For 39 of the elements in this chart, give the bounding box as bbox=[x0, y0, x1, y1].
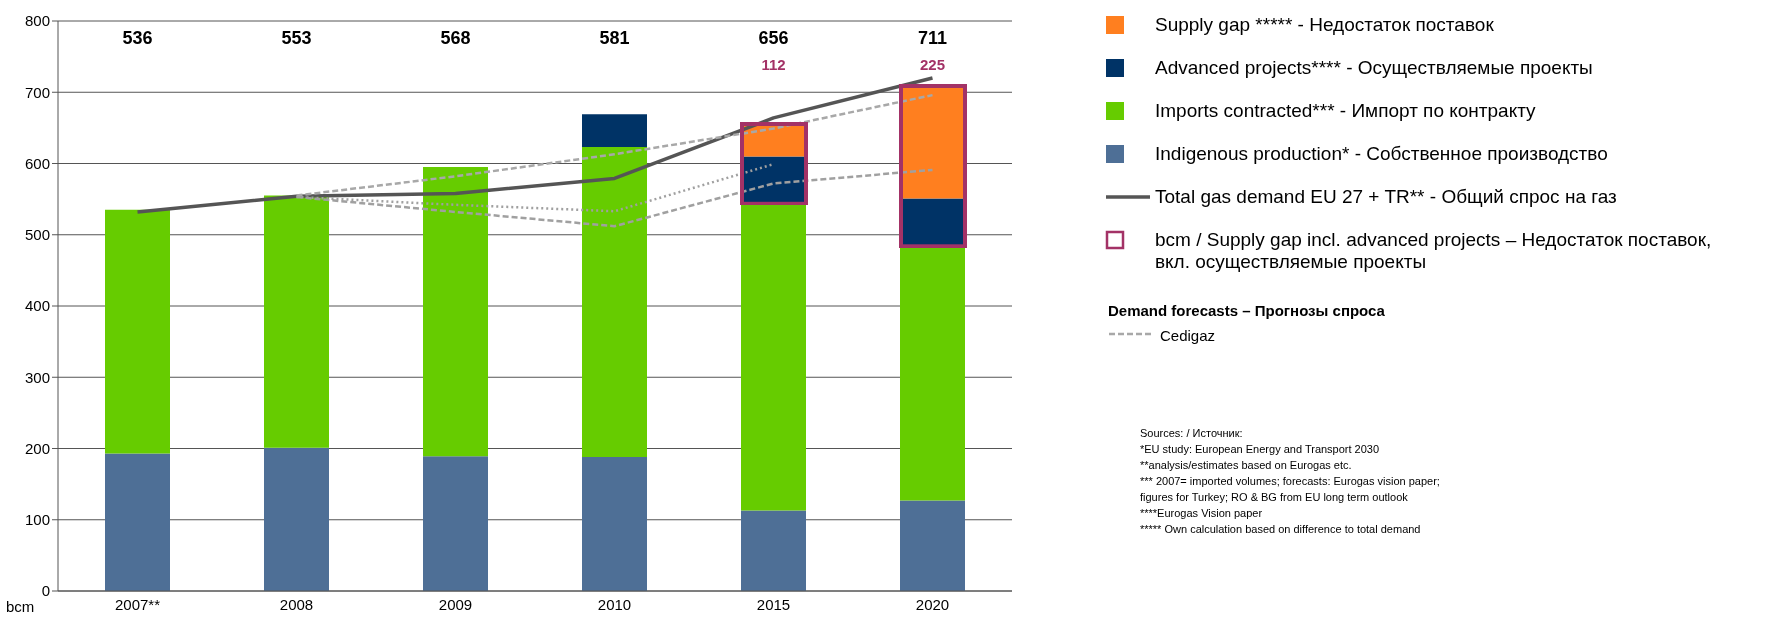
x-tick-label: 2009 bbox=[438, 595, 473, 613]
legend-label: Imports contracted*** - Импорт по контракту bbox=[1155, 100, 1536, 122]
y-tick-label: 500 bbox=[24, 226, 50, 244]
legend-label: Advanced projects**** - Осуществляемые проекты bbox=[1155, 57, 1593, 79]
y-tick-label: 600 bbox=[24, 154, 50, 172]
legend-label: Indigenous production* - Собственное производство bbox=[1155, 143, 1608, 165]
x-tick-label: 2010 bbox=[597, 595, 632, 613]
y-tick-label: 200 bbox=[24, 439, 50, 457]
x-tick-label: 2008 bbox=[279, 595, 314, 613]
annotation: 112 bbox=[760, 56, 787, 73]
annotation: 568 bbox=[439, 28, 472, 49]
legend-label: Supply gap ***** - Недостаток поставок bbox=[1155, 14, 1494, 36]
annotation: 656 bbox=[757, 28, 790, 49]
y-tick-label: 100 bbox=[24, 511, 50, 529]
text: **analysis/estimates based on Eurogas etc. bbox=[1140, 458, 1353, 473]
annotation: 581 bbox=[598, 28, 631, 49]
y-axis-title: bcm bbox=[6, 598, 35, 615]
x-tick-label: 2020 bbox=[915, 595, 950, 613]
annotation: 711 bbox=[916, 28, 948, 49]
source-note: Sources: / Источник: bbox=[1140, 426, 1244, 441]
text: bcm / Supply gap incl. advanced projects – Недостаток поставок, вкл. осуществляемые проекты bbox=[1155, 229, 1713, 273]
annotation: 225 bbox=[919, 56, 946, 73]
y-tick-label: 300 bbox=[24, 368, 50, 386]
text: ***** Own calculation based on difference to total demand bbox=[1140, 522, 1422, 537]
text: figures for Turkey; RO & BG from EU long term outlook bbox=[1140, 490, 1409, 505]
annotation: 553 bbox=[280, 28, 313, 49]
text: Demand forecasts – Прогнозы спроса bbox=[1108, 302, 1385, 319]
y-tick-label: 800 bbox=[24, 12, 50, 30]
annotation: 536 bbox=[121, 28, 154, 49]
x-tick-label: 2007** bbox=[114, 595, 161, 613]
y-tick-label: 0 bbox=[41, 582, 50, 600]
y-tick-label: 400 bbox=[24, 297, 50, 315]
x-tick-label: 2015 bbox=[756, 595, 791, 613]
text: *EU study: European Energy and Transport 2030 bbox=[1140, 442, 1381, 457]
legend-label: Cedigaz bbox=[1160, 326, 1216, 344]
text: ****Eurogas Vision paper bbox=[1140, 506, 1264, 521]
legend-label: Total gas demand EU 27 + TR** - Общий спрос на газ bbox=[1155, 186, 1617, 208]
y-tick-label: 700 bbox=[24, 83, 50, 101]
text: *** 2007= imported volumes; forecasts: Eurogas vision paper; bbox=[1140, 474, 1440, 489]
